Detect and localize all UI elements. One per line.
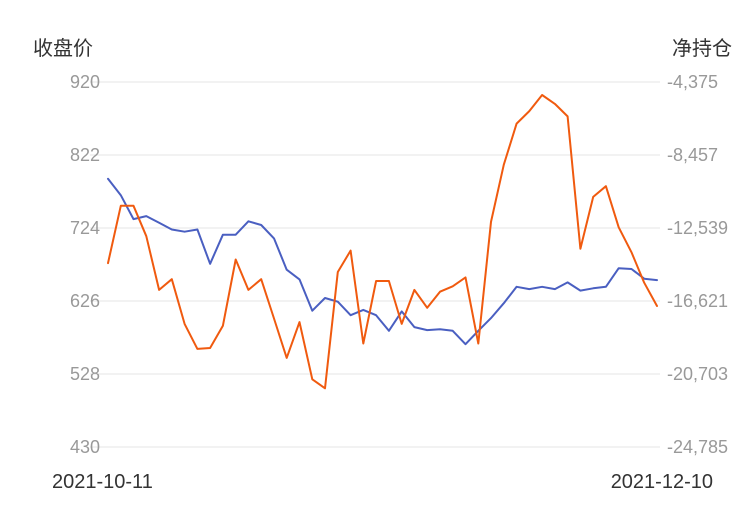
left-axis-title: 收盘价 [33, 37, 93, 60]
left-tick-label: 528 [70, 364, 100, 384]
right-tick-label: -24,785 [667, 437, 728, 457]
right-tick-label: -8,457 [667, 145, 718, 165]
series-line-close-price [107, 177, 658, 346]
series-line-net-position [107, 94, 658, 390]
left-tick-label: 920 [70, 72, 100, 92]
right-tick-label: -16,621 [667, 291, 728, 311]
right-tick-label: -12,539 [667, 218, 728, 238]
left-tick-label: 626 [70, 291, 100, 311]
x-end-label: 2021-12-10 [611, 471, 713, 493]
right-tick-label: -4,375 [667, 72, 718, 92]
gridlines [90, 81, 660, 448]
right-tick-label: -20,703 [667, 364, 728, 384]
right-axis-title: 净持仓 [672, 37, 732, 60]
left-tick-label: 430 [70, 437, 100, 457]
series-lines [107, 94, 658, 390]
left-tick-label: 724 [70, 218, 100, 238]
x-start-label: 2021-10-11 [52, 471, 153, 493]
left-axis-ticks: 920 822 724 626 528 430 [70, 72, 100, 457]
left-tick-label: 822 [70, 145, 100, 165]
right-axis-ticks: -4,375 -8,457 -12,539 -16,621 -20,703 -24,785 [667, 72, 728, 457]
